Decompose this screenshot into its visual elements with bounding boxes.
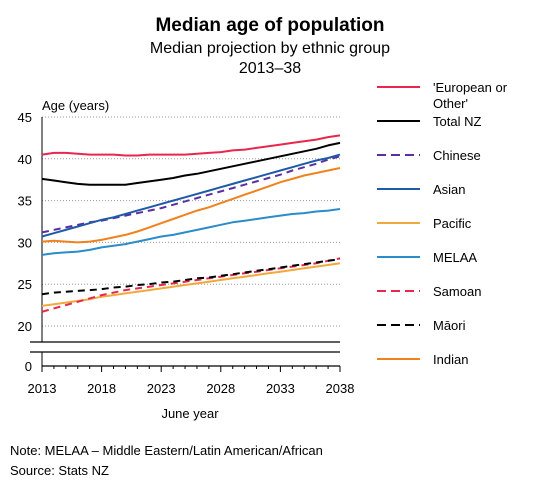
x-tick-label: 2023: [147, 381, 176, 396]
x-tick-label: 2028: [206, 381, 235, 396]
y-tick-label: 0: [25, 359, 32, 374]
series-line: [41, 167, 341, 244]
legend-entry: MELAA: [433, 250, 477, 265]
series-lines: [41, 134, 341, 313]
legend-entry: Māori: [433, 318, 466, 333]
legend-entry: 'European or Other': [433, 80, 508, 111]
gridlines: [42, 116, 340, 327]
x-tick-label: 2013: [28, 381, 57, 396]
series-line: [41, 155, 341, 234]
series-line: [41, 257, 341, 313]
x-tick-label: 2033: [266, 381, 295, 396]
legend-entry: Chinese: [433, 148, 481, 163]
series-line: [41, 153, 341, 238]
legend-entry: Samoan: [433, 284, 481, 299]
x-tick-label: 2018: [87, 381, 116, 396]
y-tick-label: 20: [18, 319, 32, 334]
series-line: [41, 258, 341, 296]
y-tick-label: 35: [18, 194, 32, 209]
footer-note: Note: MELAA – Middle Eastern/Latin Ameri…: [10, 443, 323, 458]
y-tick-label: 30: [18, 235, 32, 250]
series-line: [41, 141, 341, 186]
x-tick-label: 2038: [326, 381, 355, 396]
series-line: [41, 134, 341, 157]
chart-title: Median age of population: [155, 15, 384, 36]
legend-entry: Indian: [433, 352, 468, 367]
y-tick-label: 45: [18, 110, 32, 125]
footer-source: Source: Stats NZ: [10, 463, 109, 478]
series-line: [41, 208, 341, 256]
legend-entry: Total NZ: [433, 114, 481, 129]
legend-entry: Asian: [433, 182, 466, 197]
y-tick-label: 25: [18, 277, 32, 292]
x-axis-label: June year: [161, 406, 219, 421]
chart-subtitle: Median projection by ethnic group: [150, 40, 390, 57]
chart-period: 2013–38: [239, 60, 301, 77]
y-tick-label: 40: [18, 152, 32, 167]
legend-entry: Pacific: [433, 216, 472, 231]
legend: 'European or Other' Total NZ Chinese Asian Pa…: [377, 80, 508, 367]
y-axis-label: Age (years): [42, 98, 109, 113]
series-line: [41, 262, 341, 307]
